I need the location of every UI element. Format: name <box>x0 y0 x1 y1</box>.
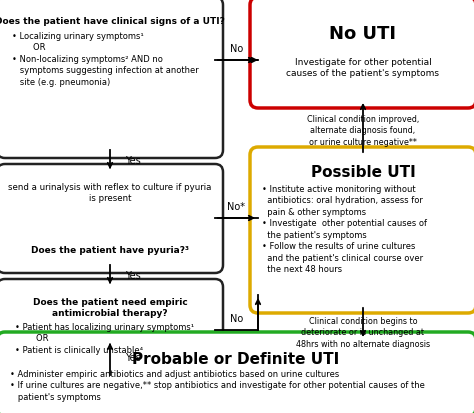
Text: Clinical condition improved,
alternate diagnosis found,
or urine culture negativ: Clinical condition improved, alternate d… <box>307 115 419 147</box>
Text: Does the patient need empiric
antimicrobial therapy?: Does the patient need empiric antimicrob… <box>33 298 187 318</box>
Text: • Institute active monitoring without
  antibiotics: oral hydration, assess for
: • Institute active monitoring without an… <box>262 185 427 274</box>
FancyBboxPatch shape <box>0 164 223 273</box>
FancyBboxPatch shape <box>250 0 474 108</box>
Text: • Localizing urinary symptoms¹
        OR
• Non-localizing symptoms² AND no
   s: • Localizing urinary symptoms¹ OR • Non-… <box>12 32 199 87</box>
FancyBboxPatch shape <box>0 332 474 413</box>
Text: Probable or Definite UTI: Probable or Definite UTI <box>132 352 340 367</box>
Text: No: No <box>230 314 243 324</box>
Text: Yes: Yes <box>125 271 141 281</box>
Text: Does the patient have clinical signs of a UTI?: Does the patient have clinical signs of … <box>0 17 225 26</box>
Text: Investigate for other potential
causes of the patient's symptoms: Investigate for other potential causes o… <box>286 58 439 78</box>
Text: Does the patient have pyuria?³: Does the patient have pyuria?³ <box>31 246 189 255</box>
Text: Possible UTI: Possible UTI <box>310 165 415 180</box>
Text: • Patient has localizing urinary symptoms¹
        OR
• Patient is clinically un: • Patient has localizing urinary symptom… <box>15 323 194 355</box>
FancyBboxPatch shape <box>0 279 223 383</box>
Text: No: No <box>230 44 243 54</box>
Text: Yes: Yes <box>125 353 141 363</box>
Text: • Administer empiric antibiotics and adjust antibiotics based on urine cultures
: • Administer empiric antibiotics and adj… <box>10 370 425 402</box>
Text: No UTI: No UTI <box>329 25 396 43</box>
FancyBboxPatch shape <box>0 0 223 158</box>
Text: send a urinalysis with reflex to culture if pyuria
is present: send a urinalysis with reflex to culture… <box>9 183 212 204</box>
Text: Yes: Yes <box>125 156 141 166</box>
Text: No*: No* <box>228 202 246 212</box>
Text: Clinical condition begins to
deteriorate or is unchanged at
48hrs with no altern: Clinical condition begins to deteriorate… <box>296 317 430 349</box>
FancyBboxPatch shape <box>250 147 474 313</box>
